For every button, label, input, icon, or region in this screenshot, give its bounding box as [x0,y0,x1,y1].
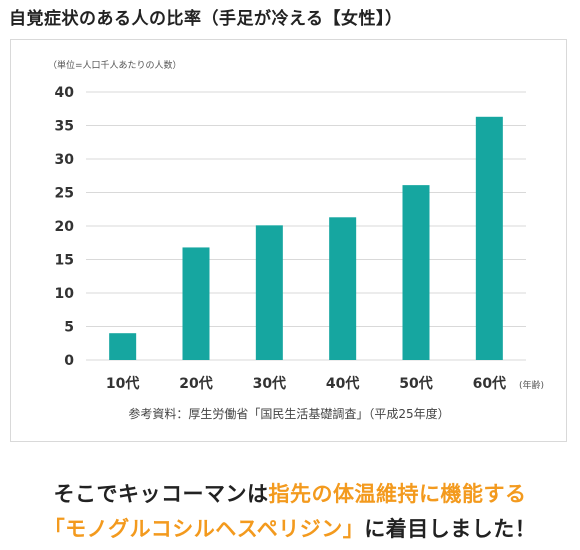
y-tick-label: 35 [55,119,74,135]
page-title: 自覚症状のある人の比率（手足が冷える【女性】） [9,9,403,29]
message-line-2-highlight: 「モノグルコシルヘスペリジン」 [43,517,365,541]
bars [109,116,503,360]
y-tick-label: 15 [55,253,74,269]
x-category-label: 20代 [179,375,212,392]
message-line-2-plain: に着目しました！ [364,517,537,541]
message-line-2: 「モノグルコシルヘスペリジン」に着目しました！ [0,513,580,543]
chart-source-note: 参考資料：厚生労働省「国民生活基礎調査」（平成25年度） [128,406,449,421]
message-line-1: そこでキッコーマンは指先の体温維持に機能する [0,478,580,508]
x-axis-unit: (年齢) [519,379,544,391]
bar-10代 [109,333,137,360]
y-axis-ticks: 0 5 10 15 20 25 30 35 40 [55,85,75,369]
bar-30代 [255,225,283,360]
chart-unit-note: （単位=人口千人あたりの人数） [48,59,182,71]
bar-20代 [182,247,210,360]
y-tick-label: 0 [64,353,74,369]
y-tick-label: 5 [64,320,74,336]
y-tick-label: 40 [55,85,75,101]
x-category-label: 40代 [326,375,359,392]
message-line-1-highlight: 指先の体温維持に機能する [268,482,527,506]
x-category-label: 50代 [399,375,432,392]
bar-60代 [475,116,503,360]
gridlines [86,91,526,361]
x-category-label: 30代 [253,375,286,392]
x-axis-labels: 10代 20代 30代 40代 50代 60代 [106,375,506,392]
x-category-label: 60代 [473,375,506,392]
bar-50代 [402,185,430,360]
bar-40代 [329,217,357,360]
y-tick-label: 10 [55,286,75,302]
chart-panel: （単位=人口千人あたりの人数） 0 5 10 15 20 25 30 35 40 10代 20代 3… [10,39,567,442]
bar-chart: （単位=人口千人あたりの人数） 0 5 10 15 20 25 30 35 40 10代 20代 3… [48,59,544,421]
y-tick-label: 25 [55,186,74,202]
message-line-1-plain: そこでキッコーマンは [53,482,269,506]
y-tick-label: 20 [55,219,75,235]
x-category-label: 10代 [106,375,139,392]
y-tick-label: 30 [55,152,75,168]
